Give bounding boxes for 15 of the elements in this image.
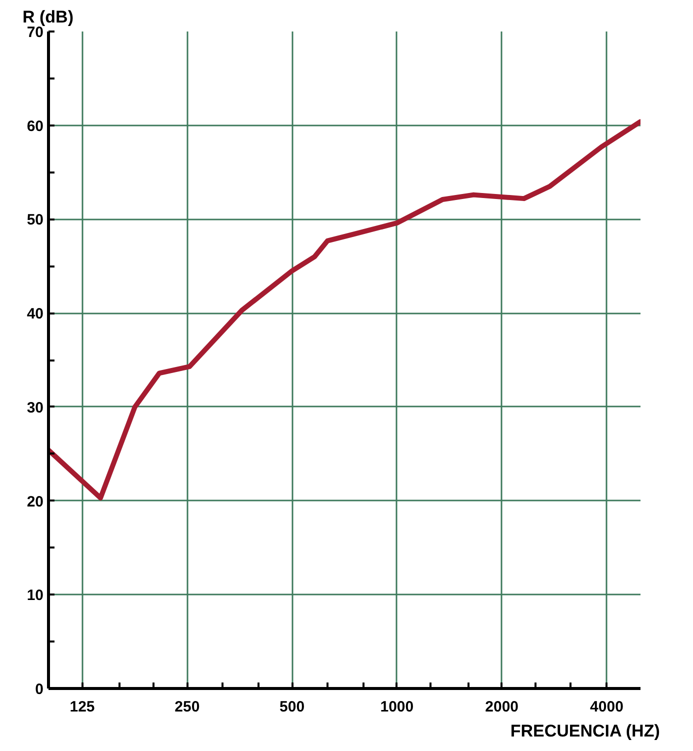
y-tick-label: 60	[26, 118, 44, 135]
x-tick-label: 500	[280, 698, 305, 716]
x-tick-label: 2000	[485, 698, 519, 716]
x-tick-label: 1000	[380, 698, 414, 716]
y-axis-title: R (dB)	[22, 8, 74, 26]
x-tick-label: 250	[174, 698, 200, 716]
y-tick-label: 0	[35, 681, 44, 698]
y-tick-label: 40	[26, 306, 44, 323]
x-axis-title: FRECUENCIA (HZ)	[510, 722, 660, 740]
x-tick-label: 125	[70, 698, 95, 716]
y-tick-label: 30	[26, 399, 44, 416]
y-tick-label: 10	[26, 587, 44, 604]
y-tick-label: 50	[26, 212, 44, 229]
y-tick-label: 20	[26, 493, 44, 510]
x-tick-label: 4000	[590, 698, 624, 716]
